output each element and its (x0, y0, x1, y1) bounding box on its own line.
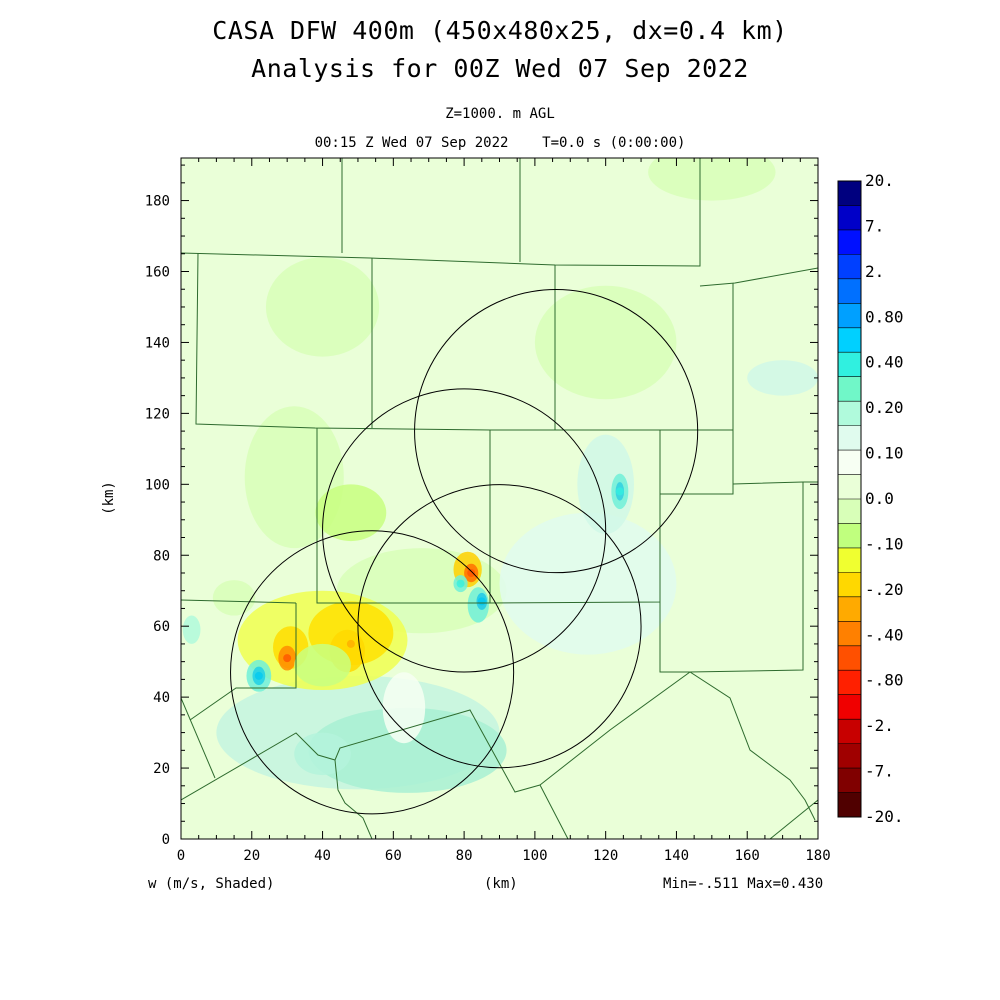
colorbar-segment (838, 499, 861, 524)
colorbar-label: 0.20 (865, 398, 904, 417)
w-field-shading (182, 158, 818, 793)
time-label: 00:15 Z Wed 07 Sep 2022 T=0.0 s (0:00:00… (314, 135, 686, 151)
field-label: w (m/s, Shaded) (148, 876, 275, 892)
x-tick-label: 20 (243, 848, 260, 864)
y-axis: 0 20 40 60 80 100 120 140 160 180 (145, 164, 818, 848)
y-tick-label: 180 (145, 194, 170, 210)
colorbar-segment (838, 425, 861, 451)
y-tick-label: 60 (153, 619, 170, 635)
x-tick-label: 160 (735, 848, 760, 864)
feature-downdraft-0 (283, 654, 292, 663)
colorbar-label: 0.0 (865, 489, 894, 508)
colorbar-segment (838, 352, 861, 377)
colorbar-segment (838, 205, 861, 231)
feature-downdraft-1 (346, 639, 355, 648)
level-label: Z=1000. m AGL (445, 106, 555, 122)
x-tick-label: 140 (664, 848, 689, 864)
x-tick-label: 100 (522, 848, 547, 864)
x-tick-label: 120 (593, 848, 618, 864)
x-tick-label: 40 (314, 848, 331, 864)
colorbar-segment (838, 768, 861, 793)
colorbar-segment (838, 254, 861, 280)
colorbar-segment (838, 181, 861, 206)
colorbar-label: 20. (865, 171, 894, 190)
feature-updraft-5 (456, 579, 465, 588)
colorbar-segment (838, 621, 861, 647)
y-axis-label: (km) (101, 481, 117, 515)
colorbar-segment (838, 474, 861, 500)
colorbar-segment (838, 596, 861, 622)
chart-title-line2: Analysis for 00Z Wed 07 Sep 2022 (251, 54, 749, 83)
county-boundaries (181, 158, 818, 839)
min-max-label: Min=-.511 Max=0.430 (663, 876, 824, 892)
colorbar-segment (838, 645, 861, 671)
colorbar-segment (838, 278, 861, 304)
radar-ring-1 (322, 388, 607, 673)
radar-ring-2 (357, 484, 642, 769)
y-tick-label: 20 (153, 761, 170, 777)
colorbar-segment (838, 694, 861, 720)
colorbar-label: -.20 (865, 580, 904, 599)
colorbar-label: -.80 (865, 671, 904, 690)
colorbar-label: 0.10 (865, 444, 904, 463)
y-tick-label: 0 (162, 832, 170, 848)
colorbar-label: 0.80 (865, 307, 904, 326)
y-tick-label: 120 (145, 406, 170, 422)
colorbar-frame (837, 180, 862, 818)
colorbar-segment (838, 450, 861, 475)
x-tick-label: 80 (456, 848, 473, 864)
colorbar-segment (838, 303, 861, 329)
y-tick-label: 100 (145, 477, 170, 493)
colorbar-segment (838, 572, 861, 598)
y-tick-label: 40 (153, 690, 170, 706)
feature-downdraft-2 (467, 568, 476, 577)
colorbar-segment (838, 792, 861, 818)
colorbar-segment (838, 229, 861, 255)
radar-range-rings (230, 289, 699, 815)
feature-updraft-6 (615, 487, 624, 496)
colorbar-segment (838, 376, 861, 402)
colorbar-label: -.10 (865, 534, 904, 553)
colorbar-label: -2. (865, 716, 894, 735)
colorbar-segment (838, 743, 861, 769)
x-tick-label: 60 (385, 848, 402, 864)
colorbar-label: 0.40 (865, 353, 904, 372)
radar-ring-3 (414, 289, 699, 574)
colorbar-segment (838, 670, 861, 695)
x-tick-label: 0 (177, 848, 185, 864)
y-tick-label: 80 (153, 548, 170, 564)
colorbar-label: -7. (865, 762, 894, 781)
feature-updraft-3 (254, 671, 263, 680)
x-axis-label: (km) (484, 876, 518, 892)
colorbar-segment (838, 523, 861, 549)
colorbar-label: -20. (865, 807, 904, 826)
feature-updraft-4 (477, 597, 486, 606)
y-tick-label: 160 (145, 265, 170, 281)
colorbar: 20. 7. 2. 0.80 0.40 0.20 0.10 0.0 -.10 -.20 -.40 -.… (837, 171, 904, 826)
y-tick-label: 140 (145, 335, 170, 351)
colorbar-label: 7. (865, 216, 884, 235)
chart-title-line1: CASA DFW 400m (450x480x25, dx=0.4 km) (212, 16, 788, 45)
colorbar-segment (838, 401, 861, 426)
colorbar-segment (838, 719, 861, 744)
colorbar-label: 2. (865, 262, 884, 281)
colorbar-label: -.40 (865, 625, 904, 644)
colorbar-segment (838, 547, 861, 573)
colorbar-segment (838, 327, 861, 353)
radar-ring-0 (230, 530, 515, 815)
x-axis: 0 20 40 60 80 100 120 140 160 180 (177, 158, 831, 864)
x-tick-label: 180 (805, 848, 830, 864)
